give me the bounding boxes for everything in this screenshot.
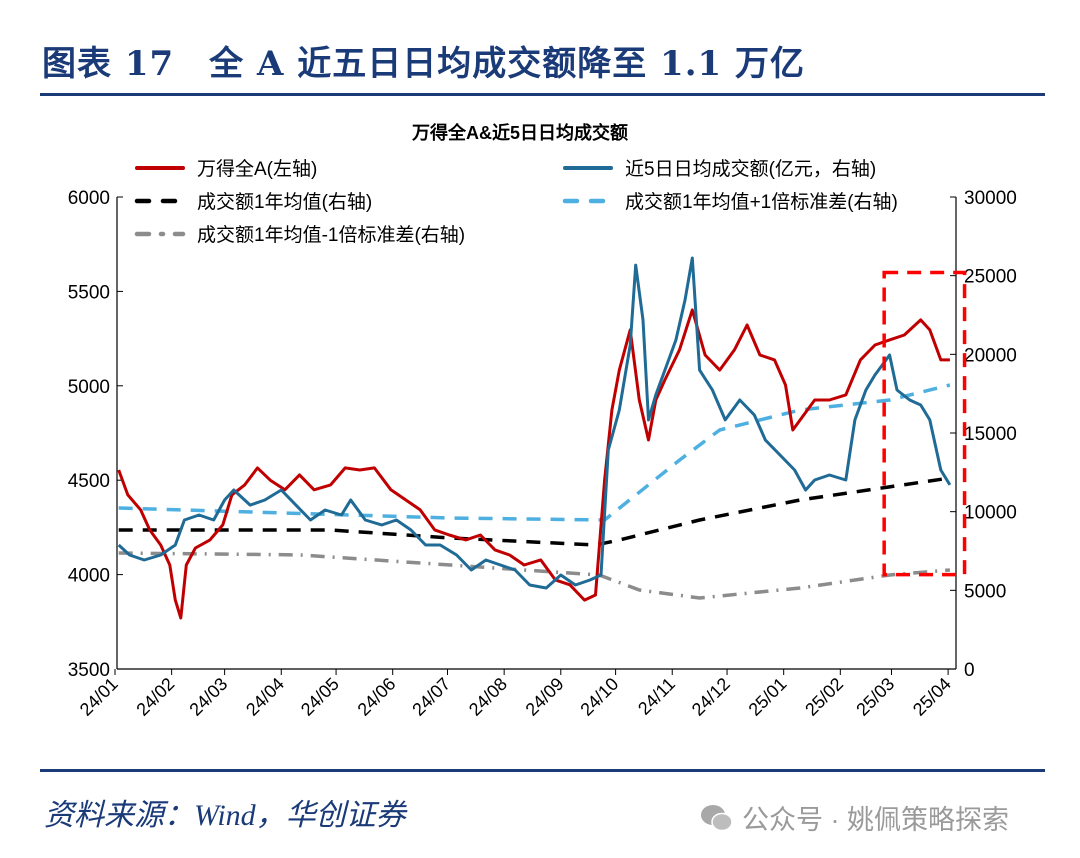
wechat-icon <box>701 804 733 831</box>
figure-title: 图表 17 全 A 近五日日均成交额降至 1.1 万亿 <box>42 44 806 84</box>
footer-rule <box>40 769 1045 772</box>
series-line-3 <box>118 383 951 522</box>
series-line-2 <box>118 476 951 547</box>
chart-title: 万得全A&近5日日均成交额 <box>411 122 628 143</box>
y-left-tick-label: 6000 <box>68 188 110 209</box>
legend: 万得全A(左轴) 近5日日均成交额(亿元，右轴) 成交额1年均值(右轴) 成交额1年均… <box>134 158 898 246</box>
legend-label-3: 成交额1年均值+1倍标准差(右轴) <box>625 191 898 213</box>
x-tick-label: 24/06 <box>354 674 400 720</box>
legend-label-1: 近5日日均成交额(亿元，右轴) <box>625 158 876 180</box>
y-left-tick-label: 5000 <box>68 377 110 398</box>
x-tick-label: 24/03 <box>185 674 231 720</box>
y-right-tick-label: 30000 <box>964 188 1017 209</box>
x-tick-label: 24/07 <box>408 674 454 720</box>
watermark-text: 公众号 · 姚佩策略探索 <box>742 805 1009 835</box>
series-lines <box>117 256 952 620</box>
y-left-tick-label: 4000 <box>68 566 110 587</box>
annotations <box>882 270 967 577</box>
axes: 3500 4000 4500 5000 5500 6000 0 5000 10000 15000 2… <box>68 188 1017 720</box>
x-tick-label: 24/11 <box>634 674 679 719</box>
x-tick-label: 24/05 <box>297 674 343 720</box>
y-right-tick-label: 10000 <box>964 503 1017 524</box>
x-tick-label: 24/09 <box>522 674 568 720</box>
source-note: 资料来源：Wind，华创证券 <box>44 799 406 832</box>
y-right-tick-label: 0 <box>964 660 975 681</box>
x-tick-label: 24/02 <box>132 674 178 720</box>
x-tick-label: 24/12 <box>688 674 734 720</box>
x-tick-label: 25/02 <box>801 674 847 720</box>
legend-label-4: 成交额1年均值-1倍标准差(右轴) <box>197 224 465 246</box>
x-tick-label: 25/01 <box>745 674 791 720</box>
highlight-box <box>882 270 967 577</box>
series-line-4 <box>118 551 951 600</box>
y-right-tick-label: 20000 <box>964 345 1017 366</box>
legend-label-2: 成交额1年均值(右轴) <box>197 191 372 213</box>
y-left-tick-label: 5500 <box>68 282 110 303</box>
x-tick-label: 25/04 <box>909 674 955 720</box>
y-right-tick-label: 15000 <box>964 424 1017 445</box>
x-tick-label: 24/08 <box>465 674 511 720</box>
y-left-tick-label: 3500 <box>68 660 110 681</box>
x-tick-label: 24/04 <box>242 674 288 720</box>
x-tick-label: 25/03 <box>852 674 898 720</box>
series-line-0 <box>117 308 950 620</box>
y-left-tick-label: 4500 <box>68 471 110 492</box>
title-rule <box>40 93 1045 96</box>
x-tick-label: 24/10 <box>576 674 622 720</box>
y-right-tick-label: 5000 <box>964 581 1006 602</box>
series-line-1 <box>117 256 952 590</box>
watermark: 公众号 · 姚佩策略探索 <box>700 798 1009 837</box>
legend-label-0: 万得全A(左轴) <box>197 158 317 180</box>
y-right-tick-label: 25000 <box>964 267 1017 288</box>
